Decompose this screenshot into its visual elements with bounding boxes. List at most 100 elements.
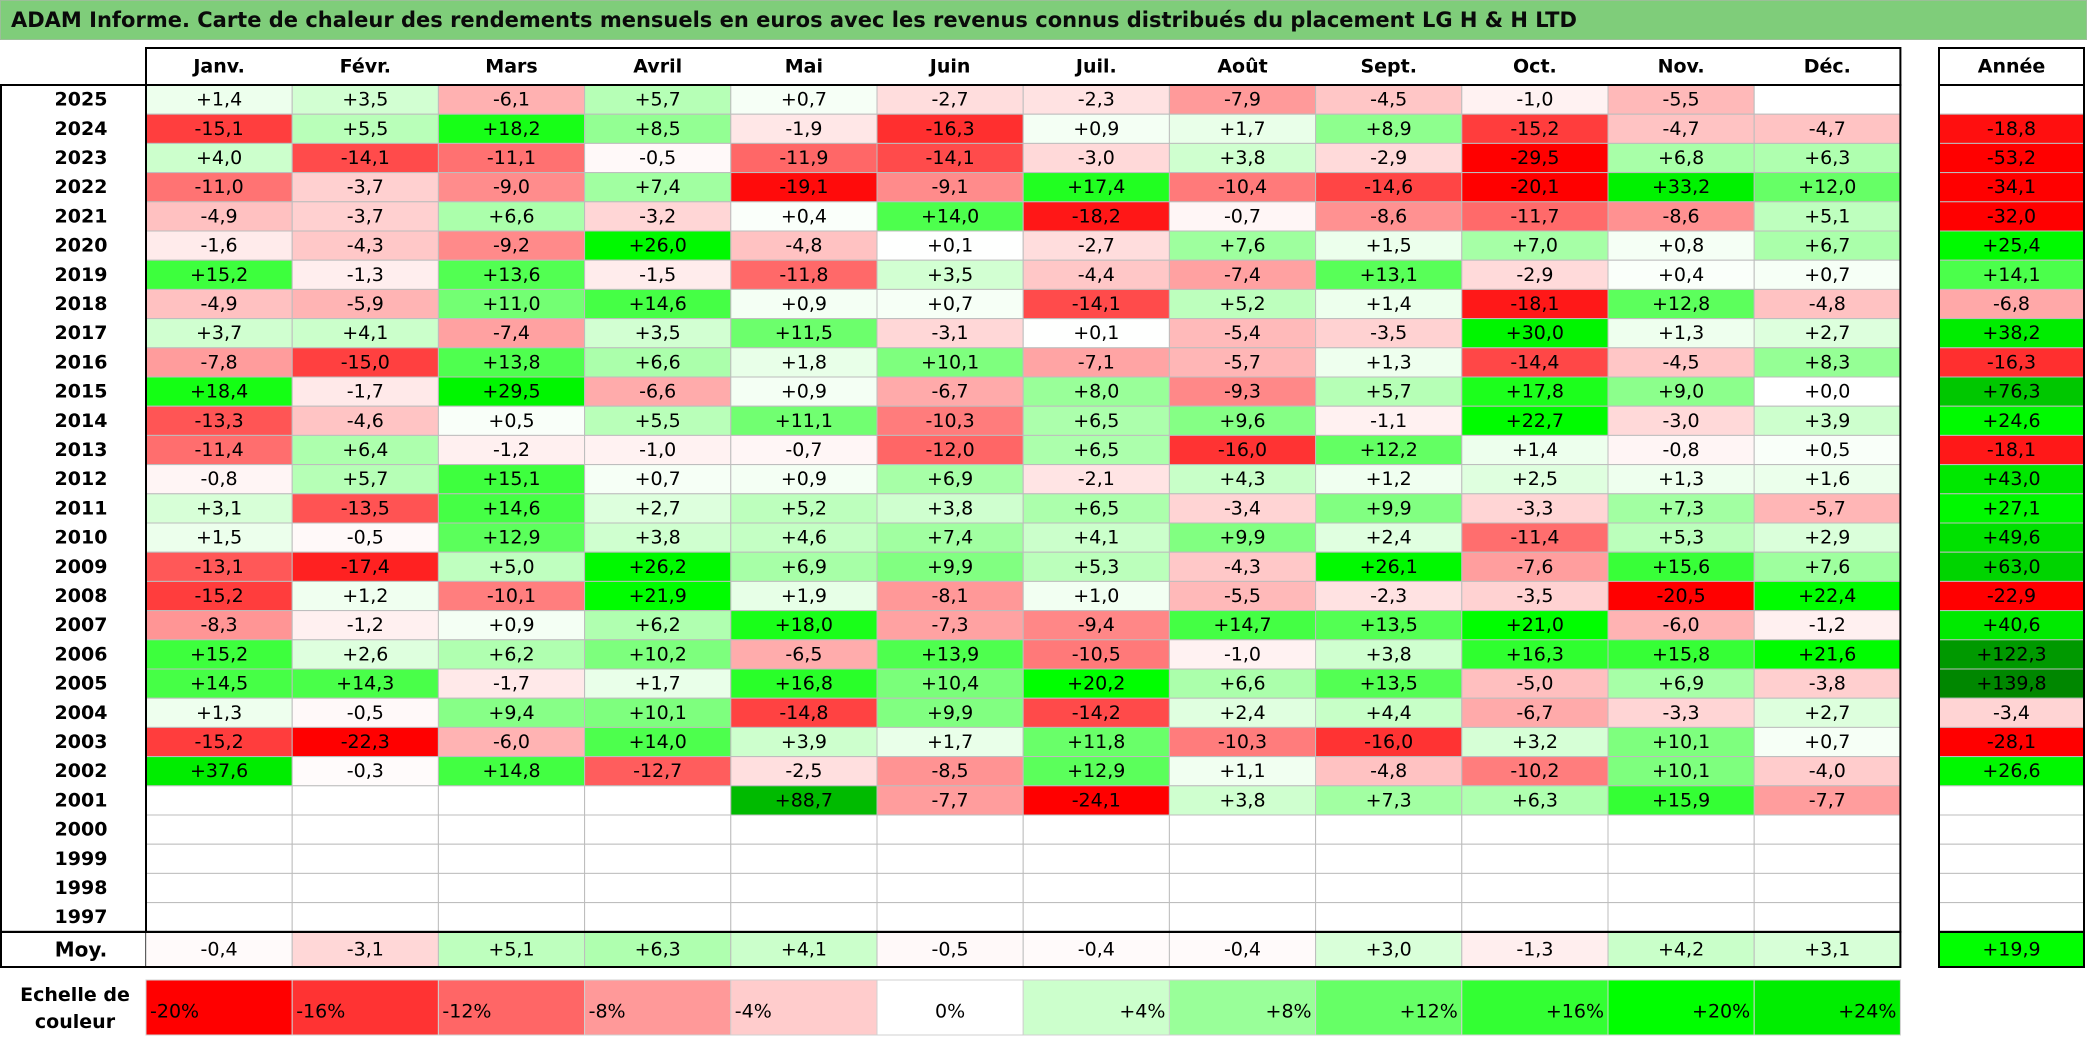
heatmap-cell (584, 697, 732, 728)
annual-cell (1938, 610, 2085, 641)
month-header-label: Août (1217, 56, 1267, 78)
heatmap-cell (1315, 785, 1463, 816)
year-label: 2006 (55, 643, 108, 665)
cell-value: -8,3 (201, 614, 238, 636)
cell-value: +5,7 (1366, 381, 1412, 403)
heatmap-cell (437, 142, 586, 174)
cell-value: -0,5 (347, 702, 384, 724)
cell-value: +26,2 (629, 556, 687, 578)
cell-value: -7,8 (201, 351, 238, 373)
cell-value: +1,1 (1219, 760, 1265, 782)
heatmap-cell (876, 610, 1024, 641)
heatmap-cell (1753, 201, 1901, 232)
heatmap-cell (437, 872, 586, 904)
cell-value: +7,0 (1512, 235, 1558, 257)
annual-header-cell (1938, 47, 2085, 86)
heatmap-cell (1753, 434, 1901, 466)
annual-value: +24,6 (1982, 410, 2040, 432)
annual-cell (1938, 259, 2085, 290)
heatmap-cell (1461, 668, 1609, 699)
heatmap-cell (145, 785, 293, 816)
heatmap-cell (1607, 113, 1755, 144)
cell-value: +0,8 (1658, 235, 1704, 257)
cell-value: +13,5 (1360, 614, 1418, 636)
color-scale-value: +24% (1838, 1001, 1896, 1023)
heatmap-cell (291, 288, 439, 320)
cell-value: -4,9 (201, 205, 238, 227)
annual-value: +40,6 (1982, 614, 2040, 636)
heatmap-cell (730, 580, 878, 612)
annual-cell (1938, 522, 2085, 553)
month-header-label: Mars (485, 56, 537, 78)
heatmap-cell (1461, 347, 1609, 378)
color-scale-label: Echelle de (20, 984, 130, 1006)
cell-value: -4,8 (1809, 293, 1846, 315)
heatmap-cell (876, 668, 1024, 699)
cell-value: +10,1 (1652, 731, 1710, 753)
cell-value: -0,5 (347, 527, 384, 549)
cell-value: +6,9 (1658, 673, 1704, 695)
heatmap-cell (1168, 230, 1317, 261)
year-label: 2018 (55, 293, 108, 315)
heatmap-cell (1022, 84, 1170, 115)
heatmap-cell (291, 259, 439, 290)
annual-value: -16,3 (1987, 351, 2036, 373)
month-header-label: Juil. (1074, 56, 1117, 78)
cell-value: -7,4 (493, 322, 530, 344)
cell-value: +6,9 (927, 468, 973, 490)
heatmap-cell (1461, 201, 1609, 232)
heatmap-cell (291, 814, 439, 845)
annual-cell (1938, 84, 2085, 115)
heatmap-cell (291, 756, 439, 787)
heatmap-cell (1607, 902, 1755, 933)
heatmap-cell (1607, 347, 1755, 378)
heatmap-cell (1168, 288, 1317, 320)
annual-value: +14,1 (1982, 264, 2040, 286)
heatmap-cell (1168, 522, 1317, 553)
heatmap-cell (876, 726, 1024, 758)
cell-value: +10,4 (921, 673, 979, 695)
color-scale-value: -20% (150, 1001, 199, 1023)
heatmap-cell (1315, 259, 1463, 290)
year-label: 2003 (55, 731, 108, 753)
cell-value: +21,6 (1798, 643, 1856, 665)
cell-value: -14,1 (926, 147, 975, 169)
cell-value: -10,4 (1218, 176, 1267, 198)
color-scale-value: +12% (1400, 1001, 1458, 1023)
heatmap-cell (1168, 405, 1317, 436)
cell-value: -1,2 (347, 614, 384, 636)
cell-value: -2,7 (1078, 235, 1115, 257)
cell-value: +0,9 (781, 381, 827, 403)
cell-value: -20,1 (1510, 176, 1559, 198)
cell-value: -3,5 (1370, 322, 1407, 344)
color-scale-value: +4% (1119, 1001, 1165, 1023)
cell-value: +4,6 (781, 527, 827, 549)
heatmap-cell (1315, 347, 1463, 378)
cell-value: -15,1 (195, 118, 244, 140)
cell-value: +5,2 (1219, 293, 1265, 315)
cell-value: +1,4 (196, 89, 242, 111)
heatmap-cell (1461, 756, 1609, 787)
cell-value: +1,0 (1073, 585, 1119, 607)
heatmap-cell (1753, 493, 1901, 524)
cell-value: -3,3 (1516, 497, 1553, 519)
heatmap-cell (584, 113, 732, 144)
heatmap-cell (291, 902, 439, 933)
heatmap-cell (1607, 580, 1755, 612)
month-header-label: Sept. (1360, 56, 1416, 78)
heatmap-cell (437, 230, 586, 261)
cell-value: +0,4 (781, 205, 827, 227)
cell-value: -10,2 (1510, 760, 1559, 782)
cell-value: +11,0 (482, 293, 540, 315)
heatmap-cell (730, 464, 878, 495)
month-header-label: Juin (928, 56, 971, 78)
cell-value: -16,0 (1364, 731, 1413, 753)
heatmap-cell (584, 639, 732, 670)
cell-value: -2,5 (785, 760, 822, 782)
heatmap-cell (1022, 814, 1170, 845)
heatmap-cell (1461, 610, 1609, 641)
cell-value: +5,1 (1804, 205, 1850, 227)
cell-value: +14,3 (336, 673, 394, 695)
heatmap-cell (1753, 697, 1901, 728)
